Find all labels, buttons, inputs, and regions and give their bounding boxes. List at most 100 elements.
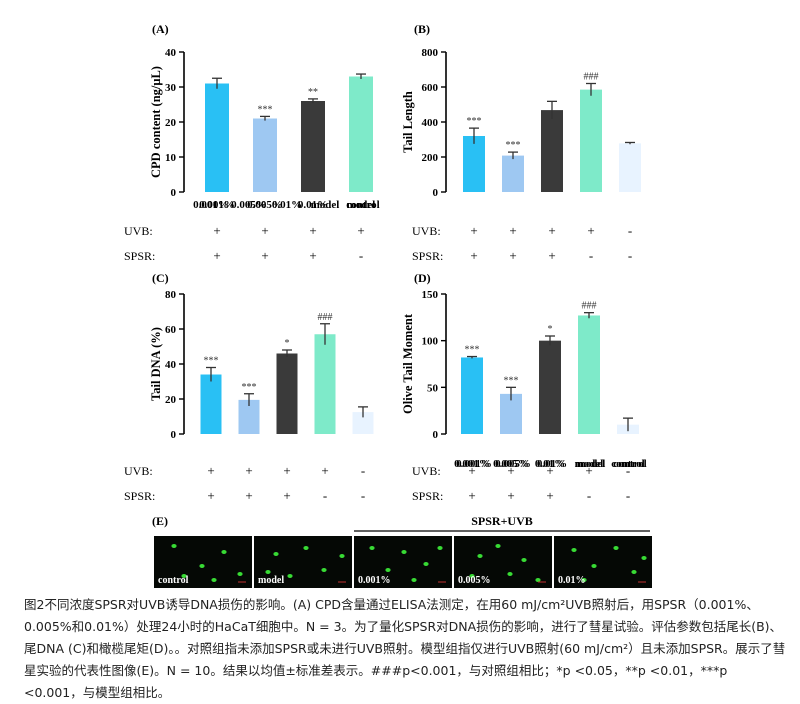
image-label: 0.01%: [558, 575, 586, 586]
figure-caption: 图2不同浓度SPSR对UVB诱导DNA损伤的影响。(A) CPD含量通过ELIS…: [24, 597, 786, 700]
spsr-sign: +: [213, 248, 220, 263]
comet-cell: [411, 578, 417, 582]
y-axis-label: CPD content (ng/μL): [149, 66, 163, 178]
comet-cell: [237, 572, 243, 576]
x-tick-label: 0.01%: [535, 458, 565, 470]
y-tick-label: 150: [422, 289, 439, 301]
spsr-sign: +: [245, 488, 252, 503]
spsr-row-label: SPSR:: [124, 489, 155, 503]
y-tick-label: 0: [433, 429, 439, 441]
panel-label: (A): [152, 22, 169, 36]
spsr-sign: -: [323, 488, 327, 503]
x-tick-label: control: [613, 458, 646, 470]
significance-label: ***: [506, 140, 521, 151]
bar: [539, 340, 561, 434]
y-tick-label: 0: [433, 187, 439, 199]
y-axis-label: Tail Length: [401, 91, 415, 153]
bar: [619, 143, 641, 192]
comet-image: 0.01%: [554, 536, 652, 588]
x-tick-label: model: [347, 199, 376, 211]
y-tick-label: 30: [165, 82, 177, 94]
x-tick-label: 0.001%: [456, 458, 492, 470]
significance-label: ***: [204, 356, 219, 367]
spsr-sign: +: [509, 248, 516, 263]
spsr-sign: +: [470, 248, 477, 263]
comet-cell: [221, 550, 227, 554]
comet-images-panel: (E) SPSR+UVB control model 0.001% 0.005% 0.01%: [152, 514, 652, 588]
chart-2: (C) 0 20 40 60 80 Tail DNA (%) *** 0.001% + + *** 0.…: [124, 199, 380, 503]
spsr-sign: +: [468, 488, 475, 503]
spsr-sign: +: [207, 488, 214, 503]
y-axis-label: Tail DNA (%): [149, 327, 163, 401]
uvb-sign: +: [309, 223, 316, 238]
uvb-sign: +: [468, 463, 475, 478]
uvb-row-label: UVB:: [412, 224, 441, 238]
comet-image: 0.001%: [354, 536, 452, 588]
image-background: [254, 536, 352, 588]
comet-cell: [641, 556, 647, 560]
y-tick-label: 200: [422, 152, 439, 164]
x-tick-label: model: [311, 199, 340, 211]
significance-label: ***: [467, 116, 482, 127]
spsr-sign: +: [261, 248, 268, 263]
x-tick-label: 0.01%: [537, 458, 567, 470]
x-tick-label: model: [575, 458, 604, 470]
image-label: control: [158, 575, 189, 586]
uvb-sign: +: [548, 223, 555, 238]
y-tick-label: 10: [165, 152, 177, 164]
uvb-sign: +: [245, 463, 252, 478]
comet-cell: [401, 550, 407, 554]
y-tick-label: 400: [422, 117, 439, 129]
uvb-sign: +: [507, 463, 514, 478]
bar: [205, 83, 229, 192]
bar: [349, 76, 373, 192]
comet-cell: [287, 574, 293, 578]
y-tick-label: 50: [427, 382, 439, 394]
spsr-sign: +: [548, 248, 555, 263]
significance-label: *: [548, 324, 553, 335]
y-tick-label: 0: [171, 429, 177, 441]
y-tick-label: 100: [422, 336, 439, 348]
comet-cell: [581, 578, 587, 582]
significance-label: ***: [258, 104, 273, 115]
comet-cell: [385, 568, 391, 572]
y-tick-label: 800: [422, 47, 439, 59]
comet-cell: [631, 570, 637, 574]
comet-cell: [181, 574, 187, 578]
uvb-sign: -: [626, 463, 630, 478]
comet-cell: [521, 558, 527, 562]
spsr-sign: -: [359, 248, 363, 263]
spsr-sign: -: [626, 488, 630, 503]
spsr-row-label: SPSR:: [124, 249, 155, 263]
y-axis-label: Olive Tail Moment: [401, 313, 415, 414]
x-tick-label: 0.005%: [495, 458, 531, 470]
comet-cell: [265, 570, 271, 574]
spsr-row-label: SPSR:: [412, 249, 443, 263]
bar: [463, 136, 485, 192]
image-background: [154, 536, 252, 588]
x-tick-label: 0.005%: [231, 199, 267, 211]
uvb-sign: +: [585, 463, 592, 478]
bar: [461, 357, 483, 434]
comet-cell: [437, 546, 443, 550]
x-tick-label: 0.001%: [193, 199, 229, 211]
y-tick-label: 80: [165, 289, 177, 301]
significance-label: ***: [504, 375, 519, 386]
significance-label: ###: [582, 301, 597, 312]
comet-cell: [507, 572, 513, 576]
image-background: [554, 536, 652, 588]
significance-label: ***: [242, 382, 257, 393]
bar: [314, 334, 336, 434]
spsr-sign: +: [309, 248, 316, 263]
x-tick-label: 0.005%: [247, 199, 283, 211]
panel-label: (D): [414, 271, 431, 285]
comet-cell: [591, 564, 597, 568]
comet-cell: [495, 544, 501, 548]
panel-label: (C): [152, 271, 169, 285]
image-label: 0.001%: [358, 575, 391, 586]
bar: [276, 353, 298, 434]
comet-image: control: [154, 536, 252, 588]
comet-image: 0.005%: [454, 536, 552, 588]
spsr-sign: +: [283, 488, 290, 503]
